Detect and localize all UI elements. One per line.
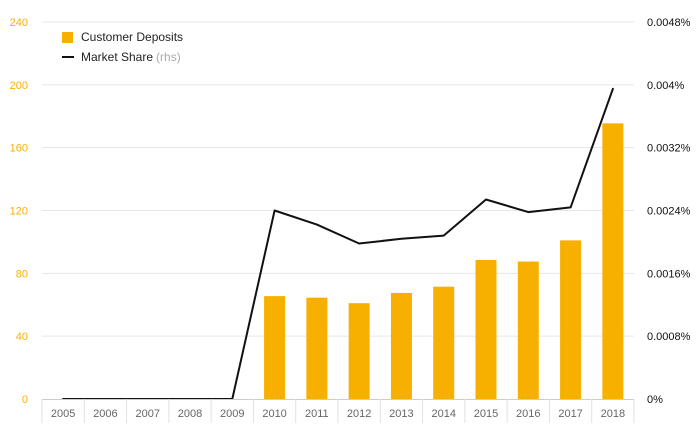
gridlines <box>42 21 634 337</box>
left-axis-tick-label: 80 <box>16 268 28 280</box>
right-axis-tick-label: 0.0016% <box>647 268 691 280</box>
legend-swatch-bar <box>62 31 73 43</box>
bar-2018 <box>602 123 624 399</box>
x-axis-tick-label: 2005 <box>51 408 75 420</box>
legend-label-market-share: Market Share <box>81 50 154 64</box>
right-axis-tick-label: 0.0008% <box>647 331 691 343</box>
x-axis-tick-label: 2015 <box>474 408 498 420</box>
x-axis-tick-label: 2016 <box>516 408 540 420</box>
x-axis-tick-label: 2007 <box>135 408 159 420</box>
x-axis-tick-label: 2010 <box>262 408 286 420</box>
legend-item-deposits: Customer Deposits <box>62 27 183 47</box>
left-axis-tick-label: 200 <box>10 80 28 92</box>
x-axis-tick-label: 2008 <box>178 408 202 420</box>
x-axis-tick-label: 2013 <box>389 408 413 420</box>
legend: Customer Deposits Market Share (rhs) <box>62 27 183 67</box>
left-axis-tick-label: 40 <box>16 331 28 343</box>
x-axis-tick-label: 2017 <box>558 408 582 420</box>
x-axis-tick-label: 2014 <box>431 408 455 420</box>
legend-swatch-line <box>62 56 74 58</box>
x-axis-tick-label: 2006 <box>93 408 117 420</box>
left-axis-tick-label: 160 <box>10 143 28 155</box>
bar-2013 <box>390 292 412 399</box>
bar-2017 <box>560 240 582 399</box>
left-axis-tick-label: 0 <box>22 394 28 406</box>
legend-item-market-share: Market Share (rhs) <box>62 47 183 67</box>
bar-2016 <box>517 261 539 399</box>
x-axis-tick-label: 2012 <box>347 408 371 420</box>
right-axis-tick-labels: 0% 0.0008% 0.0016% 0.0024% 0.0032% 0.004% 0.00… <box>647 17 691 406</box>
legend-note-rhs: (rhs) <box>156 50 181 64</box>
right-axis-tick-label: 0.004% <box>647 80 685 92</box>
bar-2010 <box>264 296 286 399</box>
bar-2015 <box>475 259 497 399</box>
x-axis-tick-label: 2009 <box>220 408 244 420</box>
left-axis-tick-label: 240 <box>10 17 28 29</box>
legend-label-deposits: Customer Deposits <box>81 30 184 44</box>
x-axis-tick-label: 2011 <box>305 408 329 420</box>
deposits-bars <box>264 123 624 399</box>
right-axis-tick-label: 0% <box>647 394 663 406</box>
bar-2011 <box>306 297 328 399</box>
x-axis-tick-label: 2018 <box>601 408 625 420</box>
axes <box>41 399 635 423</box>
right-axis-tick-label: 0.0024% <box>647 206 691 218</box>
left-axis-tick-label: 120 <box>10 206 28 218</box>
bar-2012 <box>348 303 370 399</box>
right-axis-tick-label: 0.0048% <box>647 17 691 29</box>
bar-2014 <box>433 286 455 399</box>
x-axis-tick-labels: 2005 2006 2007 2008 2009 2010 2011 2012 2013 2014… <box>51 408 625 420</box>
right-axis-tick-label: 0.0032% <box>647 143 691 155</box>
left-axis-tick-labels: 0 40 80 120 160 200 240 <box>10 17 28 406</box>
